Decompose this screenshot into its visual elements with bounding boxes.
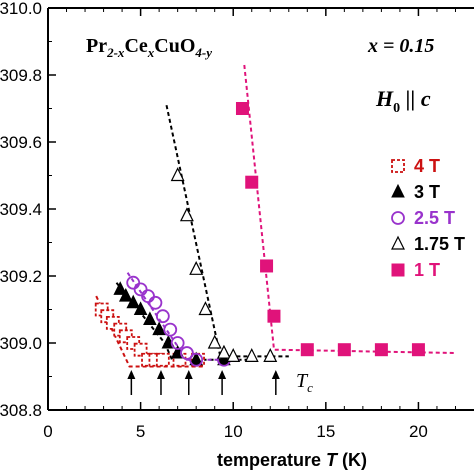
legend-label: 2.5 T — [414, 208, 455, 228]
tc-label: Tc — [296, 370, 313, 395]
y-tick-label: 309.6 — [0, 133, 42, 152]
tc-arrow-head — [156, 370, 165, 379]
data-point — [179, 207, 194, 222]
tick-labels: 0 5 10 15 20 308.8 309.0 309.2 309.4 309.6 309.8 31… — [0, 0, 428, 441]
y-tick-label: 309.8 — [0, 66, 42, 85]
data-point — [263, 348, 278, 362]
data-point — [374, 343, 388, 357]
x-tick-label: 10 — [224, 422, 243, 441]
data-points — [94, 102, 425, 367]
data-point — [189, 352, 204, 367]
data-point — [113, 281, 128, 295]
data-point — [170, 167, 185, 182]
data-point — [155, 309, 170, 324]
legend-label: 3 T — [414, 182, 440, 202]
data-point — [189, 351, 203, 366]
data-point — [189, 260, 204, 275]
legend-label: 1 T — [414, 260, 440, 280]
data-point — [391, 183, 405, 198]
doping-label: x = 0.15 — [367, 35, 434, 57]
data-point — [226, 348, 241, 362]
data-point — [300, 343, 314, 357]
data-point — [155, 352, 170, 367]
tc-arrow-head — [184, 370, 193, 379]
fit-line — [165, 104, 289, 358]
data-point — [152, 321, 166, 336]
x-tick-label: 0 — [43, 422, 52, 441]
data-point — [337, 343, 351, 357]
data-point — [118, 287, 133, 302]
data-point — [245, 175, 259, 189]
y-tick-label: 309.0 — [0, 334, 42, 353]
x-tick-label: 5 — [136, 422, 145, 441]
data-point — [133, 342, 148, 357]
data-point — [148, 295, 163, 310]
data-point — [235, 102, 249, 115]
x-tick-label: 20 — [409, 422, 428, 441]
legend-label: 4 T — [414, 156, 440, 176]
data-point — [133, 301, 148, 315]
tc-arrow-head — [127, 370, 136, 379]
data-point — [391, 211, 405, 225]
data-point — [163, 322, 178, 337]
data-point — [244, 348, 259, 362]
legend: 4 T 3 T 2.5 T 1.75 T 1 T — [391, 156, 465, 280]
y-tick-label: 309.2 — [0, 267, 42, 286]
data-point — [411, 343, 425, 357]
axes — [47, 7, 474, 411]
field-orientation-label: H0 || c — [375, 86, 431, 116]
data-point — [126, 294, 141, 309]
data-point — [170, 336, 185, 350]
y-tick-label: 308.8 — [0, 401, 42, 420]
x-axis-title: temperature T (K) — [217, 450, 367, 470]
tc-arrow-head — [271, 370, 280, 379]
y-tick-label: 310.0 — [0, 0, 42, 18]
data-point — [180, 346, 194, 360]
x-tick-label: 15 — [316, 422, 335, 441]
y-tick-label: 309.4 — [0, 200, 42, 219]
data-point — [267, 309, 281, 323]
data-point — [391, 263, 405, 277]
data-point — [216, 344, 231, 359]
fit-line — [243, 64, 456, 354]
data-point — [198, 301, 213, 316]
data-point — [207, 334, 222, 349]
data-point — [260, 259, 274, 273]
compound-formula: Pr2-xCexCuO4-y — [86, 35, 212, 60]
data-point — [143, 311, 157, 326]
tc-arrow-head — [218, 370, 227, 379]
legend-label: 1.75 T — [414, 234, 465, 254]
data-point — [391, 235, 405, 250]
tc-arrows — [127, 370, 280, 395]
data-point — [391, 159, 405, 173]
